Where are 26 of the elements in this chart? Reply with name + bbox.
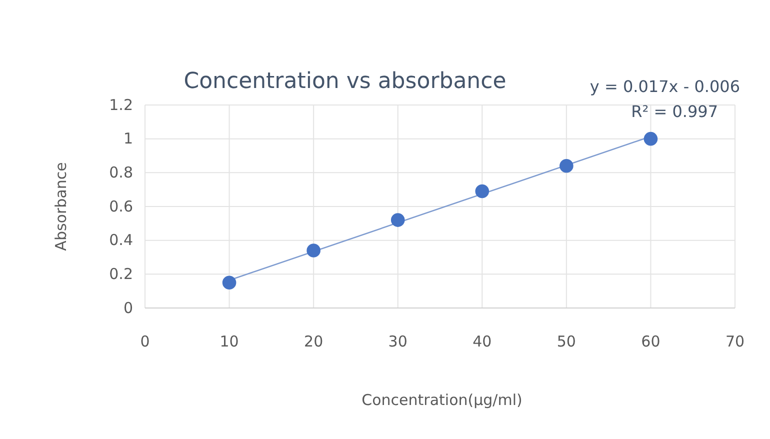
x-tick-label: 50 — [556, 332, 576, 351]
chart-title: Concentration vs absorbance — [184, 69, 506, 94]
y-tick-label: 0.2 — [109, 264, 133, 283]
point — [475, 184, 490, 198]
point — [560, 159, 574, 173]
point — [644, 132, 658, 146]
x-tick-label: 20 — [304, 332, 324, 351]
y-tick-label: 1.2 — [109, 96, 133, 114]
x-tick-label: 70 — [725, 332, 745, 351]
annotation: R² = 0.997 — [631, 102, 718, 121]
point — [390, 213, 405, 227]
x-axis-title: Concentration(µg/ml) — [362, 391, 522, 409]
point — [222, 276, 236, 290]
y-axis-title: Absorbance — [52, 162, 70, 251]
x-tick-label: 60 — [641, 332, 660, 351]
y-tick-label: 0.8 — [109, 163, 133, 182]
y-tick-label: 0.4 — [109, 231, 133, 250]
y-tick-label: 0 — [123, 298, 133, 317]
point — [306, 244, 320, 258]
y-tick-label: 1 — [123, 130, 133, 148]
y-tick-label: 0.6 — [109, 197, 133, 216]
x-tick-label: 40 — [472, 332, 492, 351]
text: y = 0.017x - 0.006 — [590, 77, 740, 96]
x-tick-label: 30 — [388, 332, 408, 351]
x-tick-label: 10 — [220, 332, 239, 351]
x-tick-label: 0 — [140, 332, 150, 351]
